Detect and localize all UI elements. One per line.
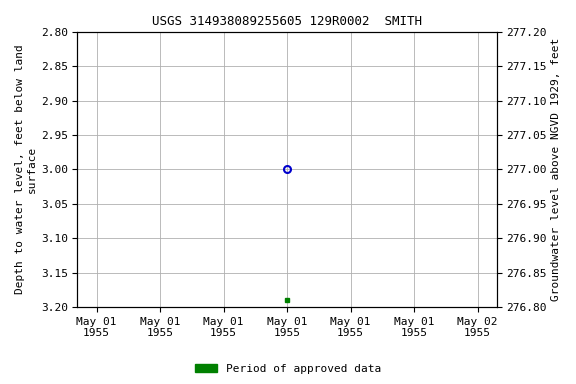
Y-axis label: Groundwater level above NGVD 1929, feet: Groundwater level above NGVD 1929, feet [551,38,561,301]
Title: USGS 314938089255605 129R0002  SMITH: USGS 314938089255605 129R0002 SMITH [152,15,422,28]
Legend: Period of approved data: Period of approved data [191,359,385,379]
Y-axis label: Depth to water level, feet below land
surface: Depth to water level, feet below land su… [15,45,37,294]
